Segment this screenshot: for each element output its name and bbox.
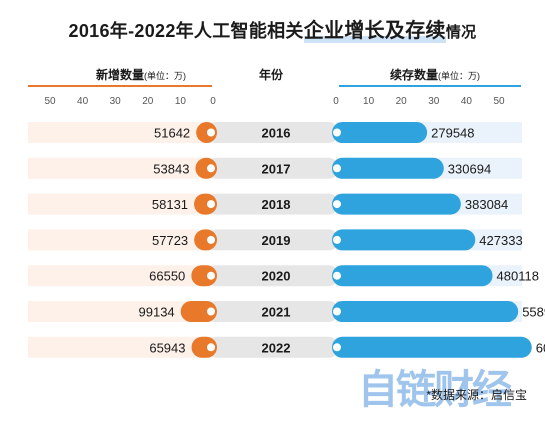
- right-axis-tick: 40: [461, 96, 473, 107]
- right-axis-tick: 0: [333, 96, 339, 107]
- left-bar: [195, 157, 217, 179]
- right-header-rule: [339, 85, 521, 87]
- right-header-unit: (单位：万): [438, 71, 481, 81]
- left-row-background: [28, 157, 213, 179]
- left-row-background: [28, 265, 213, 287]
- left-bar: [191, 336, 217, 358]
- left-axis-tick: 20: [142, 96, 154, 107]
- left-header-rule: [28, 85, 212, 87]
- right-value-label: 427333: [479, 233, 522, 248]
- left-bar-endpoint: [207, 307, 215, 316]
- left-axis-tick: 50: [44, 96, 56, 107]
- left-bar: [180, 301, 217, 322]
- right-bar-endpoint: [333, 235, 341, 244]
- left-value-label: 65943: [149, 340, 185, 355]
- year-label: 2016: [262, 126, 291, 141]
- right-bar-endpoint: [333, 271, 341, 280]
- left-value-label: 57723: [152, 233, 188, 248]
- right-bar-endpoint: [333, 307, 341, 316]
- left-value-label: 99134: [139, 305, 175, 320]
- watermark-logo: 自链财经: [358, 368, 512, 412]
- year-label: 2020: [262, 269, 291, 284]
- right-bar: [332, 301, 519, 322]
- left-axis-tick: 40: [77, 96, 89, 107]
- chart-title: 2016年-2022年人工智能相关企业增长及存续情况: [0, 14, 545, 43]
- left-bar-endpoint: [207, 200, 215, 209]
- right-value-label: 330694: [448, 161, 491, 176]
- right-header: 续存数量(单位：万): [390, 66, 480, 83]
- data-source-note: *数据来源：启信宝: [426, 388, 527, 402]
- year-label: 2022: [262, 340, 291, 355]
- right-bar-endpoint: [333, 200, 341, 209]
- left-value-label: 58131: [152, 197, 188, 212]
- year-pill: [206, 157, 339, 179]
- left-value-label: 51642: [154, 126, 190, 141]
- right-header-label: 续存数量: [390, 68, 439, 82]
- right-bar: [332, 193, 461, 215]
- left-bar-endpoint: [207, 128, 215, 137]
- right-value-label: 480118: [497, 269, 539, 284]
- left-row-background: [28, 193, 213, 215]
- title-part2: 情况: [445, 24, 477, 41]
- year-pill: [206, 229, 339, 251]
- right-axis-tick: 50: [493, 96, 505, 107]
- right-bar: [332, 157, 444, 179]
- right-axis-tick: 30: [428, 96, 440, 107]
- left-row-background: [28, 336, 213, 358]
- year-pill: [206, 301, 339, 322]
- right-bar: [332, 122, 428, 143]
- right-bar-endpoint: [333, 128, 341, 137]
- left-header: 新增数量(单位：万): [96, 66, 186, 83]
- right-value-label: 279548: [431, 126, 474, 141]
- right-bar: [332, 336, 532, 358]
- left-axis-tick: 30: [110, 96, 122, 107]
- left-bar-endpoint: [207, 343, 215, 352]
- left-bar: [196, 122, 217, 143]
- left-row-background: [28, 301, 213, 322]
- left-row-background: [28, 229, 213, 251]
- left-header-label: 新增数量: [96, 68, 145, 82]
- left-bar-endpoint: [207, 271, 215, 280]
- right-value-label: 600516: [536, 340, 545, 355]
- right-bar: [332, 229, 476, 251]
- title-part1: 2016年-2022年人工智能相关: [68, 21, 304, 41]
- right-value-label: 383084: [465, 197, 508, 212]
- year-pill: [206, 122, 339, 143]
- left-header-unit: (单位：万): [144, 71, 187, 81]
- left-value-label: 53843: [153, 161, 189, 176]
- right-bar: [332, 265, 493, 287]
- center-header: 年份: [259, 68, 284, 82]
- left-bar: [194, 229, 217, 251]
- year-label: 2017: [262, 161, 291, 176]
- left-value-label: 66550: [149, 269, 185, 284]
- left-bar: [191, 265, 217, 287]
- title-highlight: 企业增长及存续: [303, 14, 446, 43]
- right-axis-tick: 20: [396, 96, 408, 107]
- left-bar-endpoint: [207, 235, 215, 244]
- left-axis-tick: 10: [175, 96, 187, 107]
- left-bar: [194, 193, 217, 215]
- left-bar-endpoint: [207, 164, 215, 173]
- right-bar-endpoint: [333, 343, 341, 352]
- right-value-label: 558918: [522, 305, 545, 320]
- year-label: 2019: [262, 233, 291, 248]
- year-pill: [206, 265, 339, 287]
- left-axis-tick: 0: [210, 96, 216, 107]
- right-axis-tick: 10: [363, 96, 375, 107]
- year-pill: [206, 193, 339, 215]
- right-bar-endpoint: [333, 164, 341, 173]
- year-pill: [206, 336, 339, 358]
- year-label: 2021: [262, 305, 291, 320]
- left-row-background: [28, 122, 213, 143]
- year-label: 2018: [262, 197, 291, 212]
